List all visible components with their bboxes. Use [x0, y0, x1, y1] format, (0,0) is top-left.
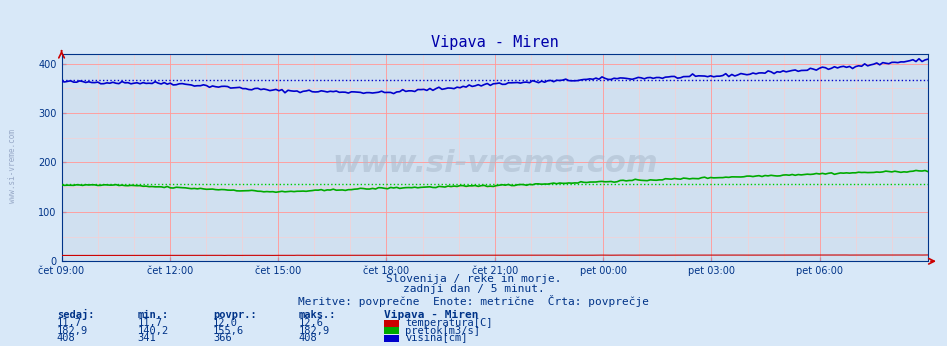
Text: Meritve: povprečne  Enote: metrične  Črta: povprečje: Meritve: povprečne Enote: metrične Črta:…: [298, 295, 649, 307]
Text: zadnji dan / 5 minut.: zadnji dan / 5 minut.: [402, 284, 545, 294]
Text: 182,9: 182,9: [57, 326, 88, 336]
Text: 140,2: 140,2: [137, 326, 169, 336]
Text: 12,0: 12,0: [213, 318, 238, 328]
Text: 12,6: 12,6: [298, 318, 323, 328]
Text: min.:: min.:: [137, 310, 169, 320]
Text: www.si-vreme.com: www.si-vreme.com: [332, 149, 657, 178]
Text: 341: 341: [137, 333, 156, 343]
Text: Slovenija / reke in morje.: Slovenija / reke in morje.: [385, 274, 562, 284]
Text: 155,6: 155,6: [213, 326, 244, 336]
Text: 408: 408: [57, 333, 76, 343]
Text: maks.:: maks.:: [298, 310, 336, 320]
Text: 11,7: 11,7: [57, 318, 81, 328]
Text: Vipava - Miren: Vipava - Miren: [384, 310, 478, 320]
Text: sedaj:: sedaj:: [57, 309, 95, 320]
Text: 182,9: 182,9: [298, 326, 330, 336]
Text: 408: 408: [298, 333, 317, 343]
Text: pretok[m3/s]: pretok[m3/s]: [405, 326, 480, 336]
Text: www.si-vreme.com: www.si-vreme.com: [8, 129, 17, 203]
Title: Vipava - Miren: Vipava - Miren: [431, 35, 559, 50]
Text: višina[cm]: višina[cm]: [405, 333, 468, 343]
Text: povpr.:: povpr.:: [213, 310, 257, 320]
Text: temperatura[C]: temperatura[C]: [405, 318, 492, 328]
Text: 366: 366: [213, 333, 232, 343]
Text: 11,7: 11,7: [137, 318, 162, 328]
